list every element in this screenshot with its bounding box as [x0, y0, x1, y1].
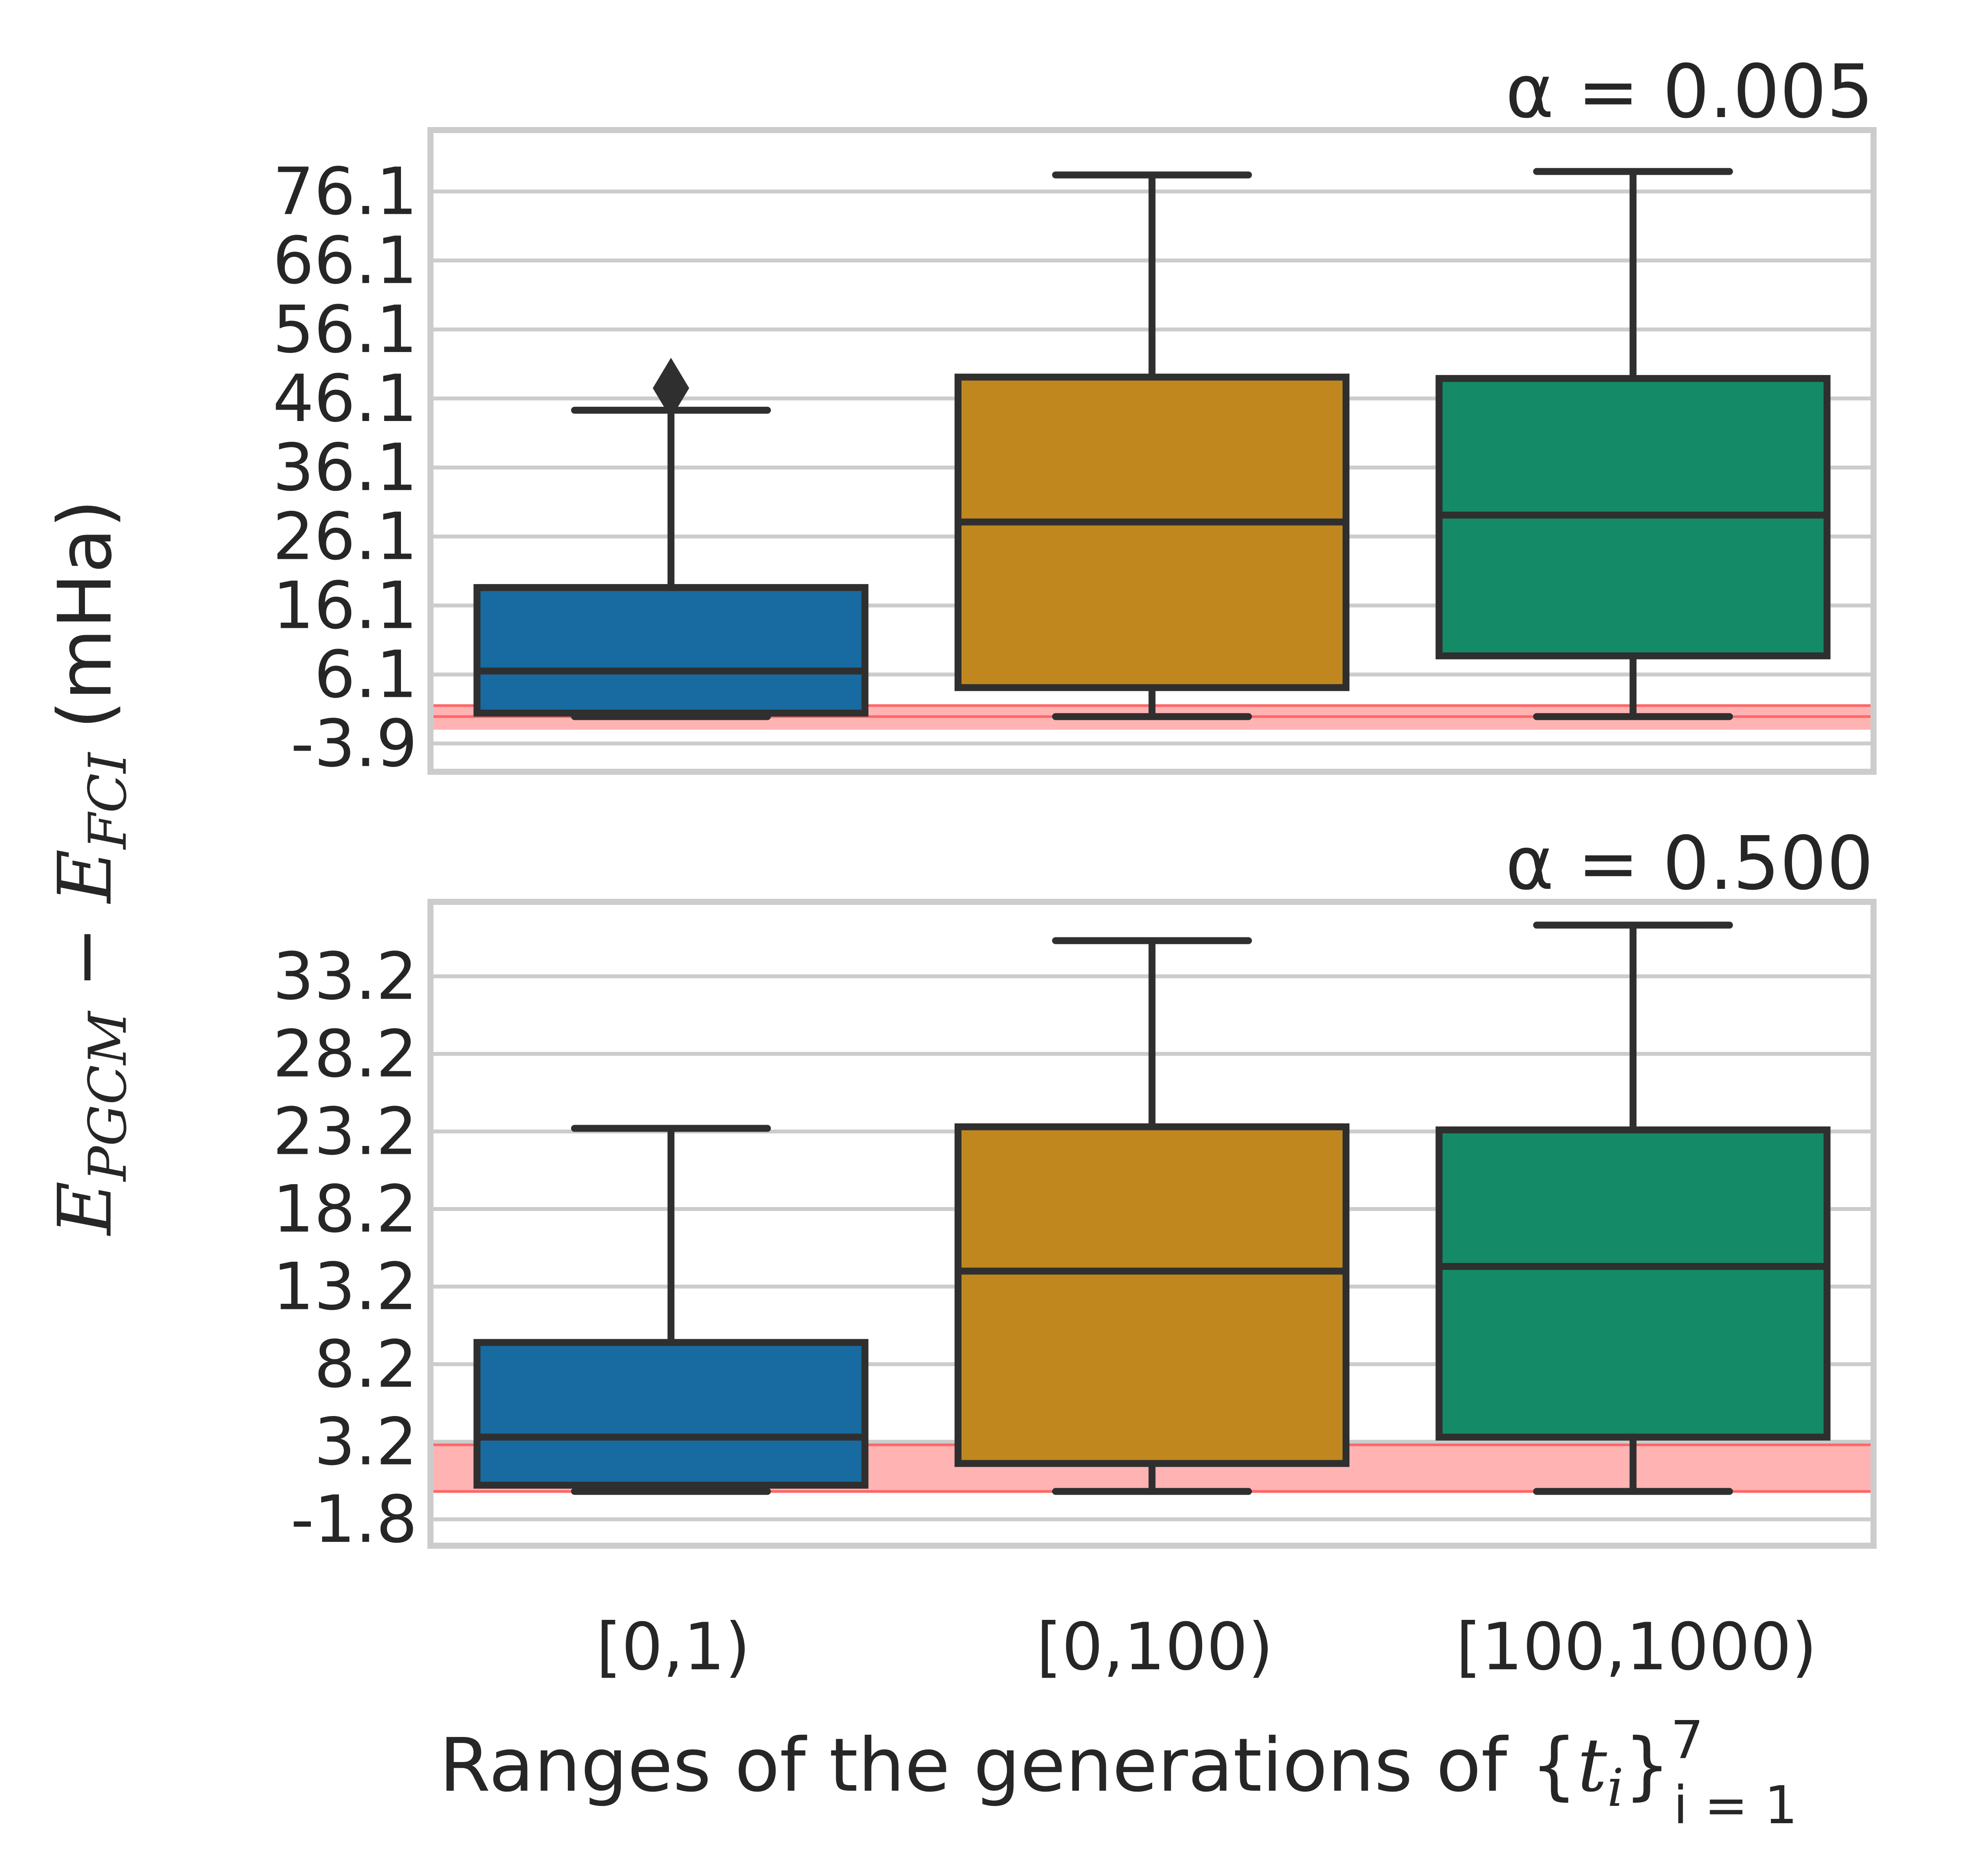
y-tick-label: 33.2 [273, 939, 417, 1015]
figure: -3.96.116.126.136.146.156.166.176.1 α = 0… [0, 0, 1988, 1867]
y-tick-label: 6.1 [314, 637, 417, 713]
box [477, 1342, 865, 1485]
y-tick-label: 26.1 [273, 499, 417, 574]
box [958, 377, 1346, 688]
y-axis-label: EPGCM − EFCI (mHa) [42, 499, 138, 1237]
y-tick-label: 56.1 [273, 292, 417, 368]
y-tick-label: 46.1 [273, 361, 417, 437]
x-tick-label: [0,1) [596, 1609, 750, 1685]
panel-title: α = 0.005 [1506, 49, 1874, 135]
box [1439, 1130, 1827, 1437]
y-tick-label: 66.1 [273, 223, 417, 299]
panel-top: -3.96.116.126.136.146.156.166.176.1 α = 0… [273, 49, 1874, 782]
y-tick-label: 16.1 [273, 568, 417, 643]
box-group [1439, 171, 1827, 716]
y-tick-label: 18.2 [273, 1172, 417, 1247]
box-group [1439, 925, 1827, 1492]
y-tick-label: 76.1 [273, 154, 417, 230]
x-tick-label: [100,1000) [1456, 1609, 1817, 1685]
y-tick-label: -1.8 [290, 1482, 417, 1557]
x-axis-label: Ranges of the generations of {ti}7 i = 1 [439, 1710, 1797, 1836]
y-tick-label: 23.2 [273, 1094, 417, 1170]
box [958, 1127, 1346, 1463]
y-tick-label: 36.1 [273, 430, 417, 506]
y-tick-label: 3.2 [314, 1404, 417, 1480]
box-group [477, 1128, 865, 1491]
y-tick-label: 8.2 [314, 1327, 417, 1402]
y-tick-label: 28.2 [273, 1017, 417, 1092]
panel-bottom: -1.83.28.213.218.223.228.233.2 α = 0.500 [273, 821, 1874, 1557]
y-tick-label: 13.2 [273, 1249, 417, 1325]
box-group [958, 175, 1346, 716]
y-tick-label: -3.9 [290, 706, 417, 782]
box-group [958, 940, 1346, 1491]
panel-title: α = 0.500 [1506, 821, 1874, 907]
box [477, 588, 865, 713]
x-tick-label: [0,100) [1036, 1609, 1273, 1685]
